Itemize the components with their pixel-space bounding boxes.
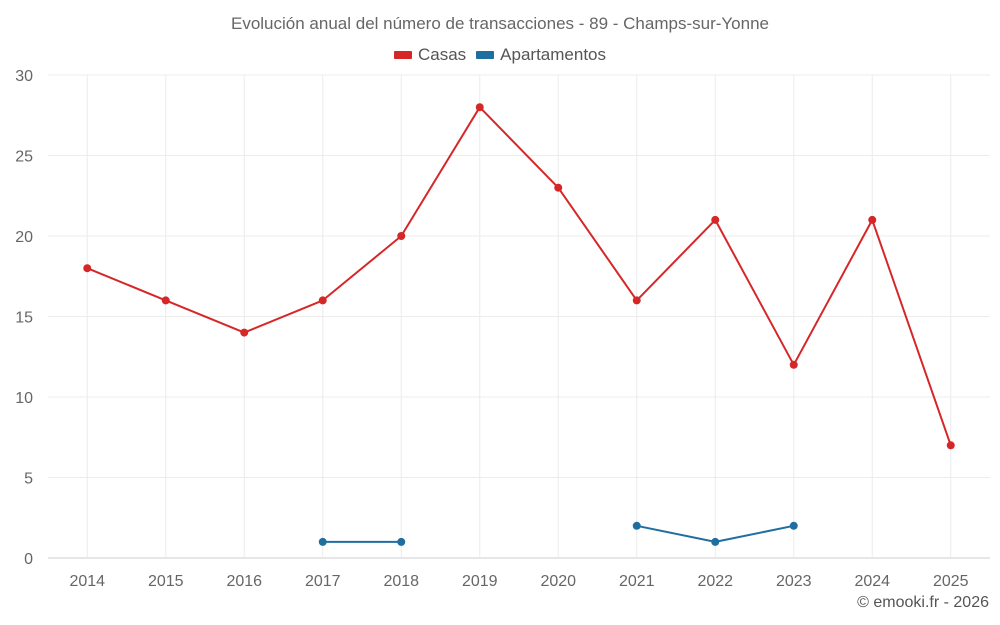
- legend-label-apartamentos: Apartamentos: [500, 45, 607, 64]
- x-tick-label-2015: 2015: [148, 573, 184, 590]
- chart-title: Evolución anual del número de transaccio…: [230, 14, 769, 33]
- point-casas-2018[interactable]: [397, 232, 406, 240]
- x-tick-label-2019: 2019: [462, 573, 498, 590]
- y-tick-label-15: 15: [15, 310, 33, 327]
- point-apartamentos-2021[interactable]: [632, 521, 641, 530]
- series-apartamentos: [318, 521, 798, 546]
- grid-layer: [48, 74, 990, 559]
- y-tick-label-30: 30: [15, 68, 33, 85]
- point-casas-2016[interactable]: [240, 328, 249, 337]
- legend-swatch-casas: [393, 51, 412, 59]
- x-tick-label-2014: 2014: [69, 573, 105, 590]
- y-tick-label-25: 25: [15, 149, 33, 166]
- point-casas-2019[interactable]: [475, 103, 484, 112]
- point-apartamentos-2017[interactable]: [318, 537, 327, 546]
- point-apartamentos-2022[interactable]: [711, 537, 720, 546]
- point-apartamentos-2018[interactable]: [397, 537, 406, 546]
- y-tick-label-20: 20: [15, 229, 33, 246]
- legend-label-casas: Casas: [417, 45, 467, 64]
- point-casas-2024[interactable]: [868, 215, 877, 224]
- point-casas-2022[interactable]: [711, 215, 720, 224]
- x-tick-label-2021: 2021: [619, 573, 655, 590]
- point-casas-2020[interactable]: [554, 183, 563, 192]
- credit-text: © emooki.fr - 2026: [857, 594, 989, 611]
- x-tick-label-2018: 2018: [383, 573, 419, 590]
- point-apartamentos-2023[interactable]: [789, 521, 798, 530]
- y-tick-label-10: 10: [15, 390, 33, 407]
- x-tick-label-2022: 2022: [697, 573, 733, 590]
- legend-item-apartamentos[interactable]: Apartamentos: [476, 45, 606, 65]
- x-tick-label-2017: 2017: [305, 573, 341, 590]
- point-casas-2015[interactable]: [161, 296, 170, 305]
- series-casas: [83, 103, 955, 450]
- y-tick-label-5: 5: [24, 471, 33, 488]
- series-layer: [83, 103, 955, 546]
- legend: Casas Apartamentos: [0, 45, 1000, 65]
- x-tick-label-2024: 2024: [854, 573, 890, 590]
- point-casas-2014[interactable]: [83, 264, 92, 273]
- x-tick-label-2025: 2025: [933, 573, 969, 590]
- point-casas-2023[interactable]: [789, 360, 798, 369]
- x-tick-label-2020: 2020: [540, 573, 576, 590]
- point-casas-2017[interactable]: [318, 296, 327, 305]
- legend-item-casas[interactable]: Casas: [393, 45, 467, 65]
- x-tick-label-2016: 2016: [226, 573, 262, 590]
- point-casas-2025[interactable]: [946, 441, 955, 450]
- y-tick-label-0: 0: [24, 551, 33, 568]
- point-casas-2021[interactable]: [632, 296, 641, 305]
- legend-swatch-apartamentos: [476, 51, 495, 59]
- x-tick-label-2023: 2023: [776, 573, 812, 590]
- series-line-casas-0: [86, 106, 952, 446]
